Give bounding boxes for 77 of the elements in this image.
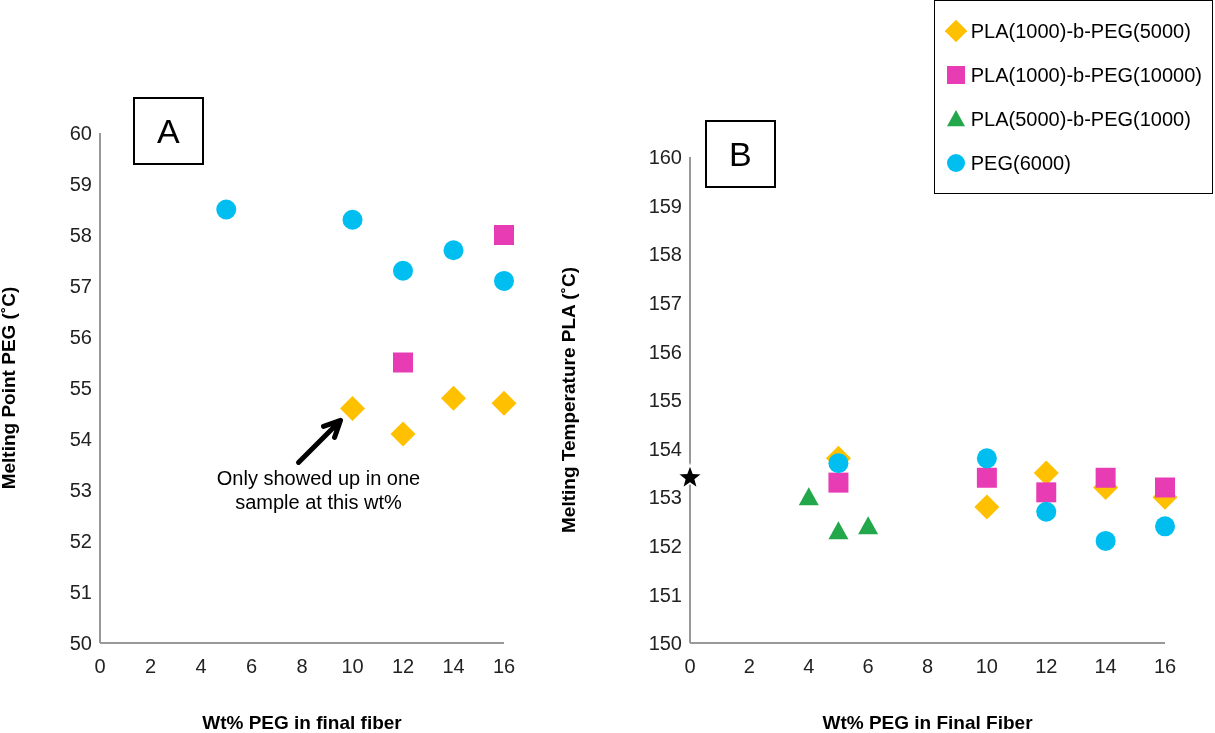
point: [676, 464, 704, 490]
point: [828, 521, 849, 540]
x-tick-label: 10: [341, 655, 364, 678]
point: [491, 390, 517, 416]
chart-title: B: [705, 120, 776, 188]
point: [1095, 467, 1116, 488]
x-tick-label: 8: [296, 655, 308, 678]
y-tick-label: 58: [69, 224, 92, 247]
y-tick-label: 158: [648, 243, 682, 266]
point: [1155, 516, 1175, 537]
y-tick-label: 50: [69, 632, 92, 655]
point: [390, 421, 416, 447]
x-tick-label: 14: [1094, 655, 1117, 678]
x-tick-label: 0: [684, 655, 696, 678]
x-tick-label: 10: [975, 655, 998, 678]
point: [441, 385, 466, 411]
point: [1036, 482, 1057, 503]
y-axis-title: Melting Point PEG (˚C): [0, 286, 19, 490]
point: [798, 487, 819, 506]
legend-label: PEG(6000): [970, 151, 1071, 175]
y-tick-label: 54: [69, 428, 92, 451]
y-tick-label: 52: [69, 530, 92, 553]
x-tick-label: 16: [1153, 655, 1177, 678]
x-tick-label: 6: [245, 655, 258, 678]
point: [828, 453, 849, 474]
point: [1036, 501, 1057, 522]
point: [828, 472, 849, 493]
y-tick-label: 153: [648, 486, 682, 509]
y-tick-label: 152: [648, 534, 682, 557]
point: [216, 199, 237, 220]
x-tick-label: 2: [743, 655, 755, 678]
x-axis-title: Wt% PEG in final fiber: [202, 712, 403, 733]
x-tick-label: 14: [442, 655, 465, 678]
point: [494, 270, 514, 291]
point: [494, 225, 514, 245]
point: [443, 240, 464, 261]
y-tick-label: 57: [69, 275, 92, 298]
point: [974, 494, 1000, 520]
y-tick-label: 53: [69, 479, 92, 502]
x-tick-label: 0: [94, 655, 106, 678]
y-tick-label: 55: [69, 377, 92, 400]
y-tick-label: 150: [648, 632, 682, 655]
y-tick-label: 159: [648, 194, 682, 217]
y-tick-label: 56: [69, 326, 92, 349]
chart-title: A: [133, 97, 204, 165]
point: [393, 260, 413, 281]
point: [1095, 530, 1116, 551]
y-tick-label: 160: [648, 146, 682, 169]
x-tick-label: 16: [492, 655, 516, 678]
y-tick-label: 157: [648, 291, 682, 314]
y-tick-label: 156: [648, 340, 682, 363]
point: [393, 352, 413, 373]
point: [858, 516, 879, 535]
point: [976, 467, 997, 488]
x-tick-label: 12: [391, 655, 415, 678]
x-tick-label: 4: [803, 655, 815, 678]
y-tick-label: 155: [648, 389, 682, 412]
x-tick-label: 6: [862, 655, 874, 678]
y-axis-title: Melting Temperature PLA (˚C): [557, 266, 579, 534]
legend-label: PLA(5000)-b-PEG(1000): [970, 107, 1191, 131]
legend-label: PLA(1000)-b-PEG(5000): [970, 19, 1191, 43]
y-tick-label: 151: [648, 583, 682, 606]
x-tick-label: 12: [1035, 655, 1058, 678]
point: [342, 209, 363, 230]
x-axis-title: Wt% PEG in Final Fiber: [822, 712, 1034, 733]
legend-label: PLA(1000)-b-PEG(10000): [970, 63, 1202, 87]
y-tick-label: 60: [69, 122, 92, 145]
point: [976, 448, 997, 469]
y-tick-label: 51: [69, 581, 92, 604]
x-tick-label: 8: [921, 655, 934, 678]
y-tick-label: 59: [69, 173, 92, 196]
x-tick-label: 4: [195, 655, 207, 678]
point: [1155, 477, 1175, 498]
point: [340, 395, 365, 421]
annotation: Only showed up in one sample at this wt%: [215, 466, 422, 515]
y-tick-label: 154: [648, 437, 682, 460]
x-tick-label: 2: [144, 655, 157, 678]
